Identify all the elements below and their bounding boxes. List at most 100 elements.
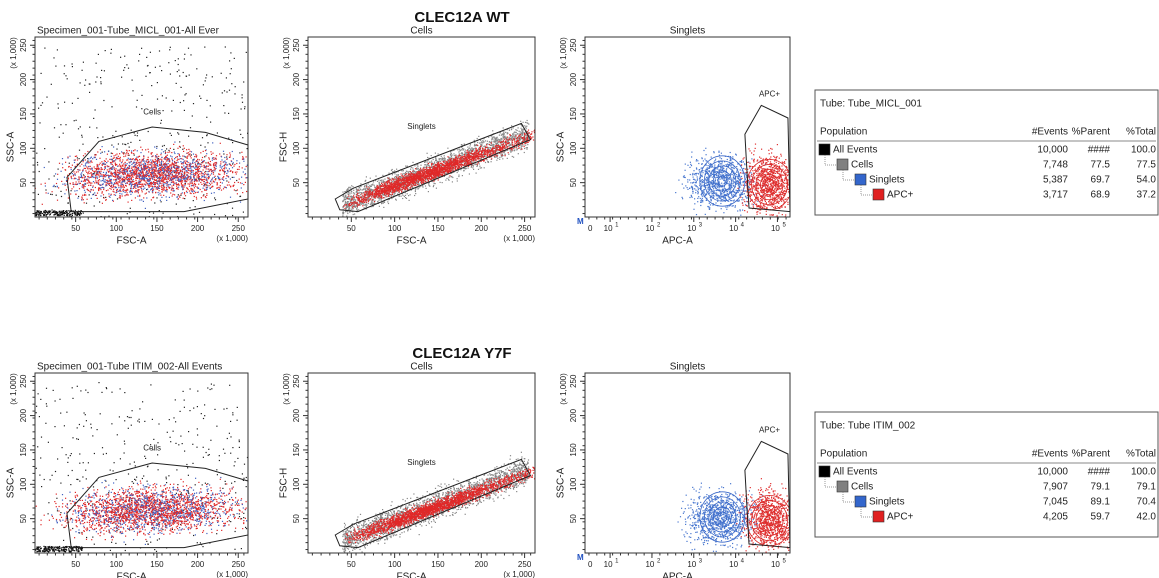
event-dot	[179, 179, 181, 181]
event-dot	[134, 134, 136, 136]
event-dot	[229, 154, 231, 156]
event-dot	[97, 167, 100, 169]
event-dot	[140, 178, 142, 180]
event-dot	[76, 214, 78, 217]
event-dot	[126, 64, 128, 66]
event-dot	[194, 173, 196, 175]
event-dot	[120, 166, 122, 168]
event-dot	[62, 211, 64, 213]
event-dot	[400, 182, 402, 184]
event-dot	[378, 205, 380, 207]
event-dot	[158, 155, 160, 157]
event-dot	[412, 167, 414, 169]
event-dot	[200, 163, 202, 165]
event-dot	[89, 190, 91, 192]
event-dot	[203, 183, 205, 185]
event-dot	[133, 161, 135, 163]
event-dot	[120, 175, 122, 177]
event-dot	[156, 176, 158, 178]
event-dot	[138, 175, 140, 177]
event-dot	[524, 140, 526, 142]
event-dot	[117, 174, 119, 176]
event-dot	[101, 174, 103, 176]
event-dot	[53, 211, 55, 213]
event-dot	[163, 179, 165, 181]
event-dot	[143, 180, 145, 182]
event-dot	[166, 171, 169, 173]
event-dot	[161, 70, 163, 72]
event-dot	[127, 167, 129, 169]
event-dot	[163, 144, 165, 147]
event-dot	[137, 183, 139, 185]
event-dot	[241, 94, 243, 96]
event-dot	[361, 192, 363, 194]
event-dot	[347, 193, 349, 196]
event-dot	[184, 53, 186, 55]
event-dot	[133, 173, 135, 175]
event-dot	[159, 185, 161, 187]
event-dot	[226, 156, 228, 158]
event-dot	[207, 168, 209, 170]
event-dot	[124, 55, 126, 57]
event-dot	[182, 177, 184, 179]
event-dot	[232, 214, 234, 217]
event-dot	[444, 161, 446, 164]
event-dot	[76, 190, 78, 192]
event-dot	[73, 211, 75, 214]
event-dot	[402, 186, 404, 188]
event-dot	[366, 191, 368, 193]
event-dot	[202, 195, 204, 197]
event-dot	[130, 189, 132, 191]
event-dot	[223, 173, 225, 175]
event-dot	[155, 188, 157, 190]
event-dot	[396, 179, 398, 181]
event-dot	[132, 162, 134, 164]
event-dot	[146, 171, 148, 173]
event-dot	[170, 181, 172, 184]
event-dot	[124, 191, 126, 193]
event-dot	[113, 160, 115, 163]
event-dot	[89, 91, 91, 93]
event-dot	[156, 188, 159, 190]
event-dot	[67, 177, 69, 179]
event-dot	[87, 179, 89, 181]
event-dot	[136, 183, 138, 185]
event-dot	[160, 119, 162, 121]
event-dot	[163, 170, 165, 172]
event-dot	[58, 215, 60, 217]
event-dot	[450, 157, 452, 159]
event-dot	[447, 178, 450, 180]
event-dot	[46, 96, 48, 98]
event-dot	[177, 179, 179, 181]
event-dot	[65, 169, 67, 171]
event-dot	[447, 161, 449, 163]
event-dot	[114, 162, 116, 164]
event-dot	[98, 189, 100, 191]
event-dot	[85, 165, 87, 167]
event-dot	[154, 182, 156, 184]
event-dot	[105, 196, 107, 198]
event-dot	[111, 106, 113, 108]
event-dot	[186, 152, 188, 154]
event-dot	[235, 173, 237, 175]
event-dot	[158, 158, 160, 161]
event-dot	[150, 199, 152, 201]
event-dot	[191, 191, 194, 193]
event-dot	[174, 160, 176, 163]
event-dot	[114, 171, 116, 173]
event-dot	[162, 174, 164, 176]
event-dot	[138, 167, 140, 169]
event-dot	[191, 190, 193, 192]
event-dot	[148, 169, 150, 171]
event-dot	[106, 169, 108, 171]
event-dot	[182, 189, 184, 191]
event-dot	[155, 169, 157, 171]
event-dot	[78, 181, 80, 183]
event-dot	[183, 177, 186, 179]
event-dot	[172, 189, 174, 191]
event-dot	[444, 159, 446, 161]
event-dot	[203, 194, 205, 196]
event-dot	[241, 97, 243, 99]
event-dot	[183, 100, 185, 102]
event-dot	[139, 181, 141, 183]
